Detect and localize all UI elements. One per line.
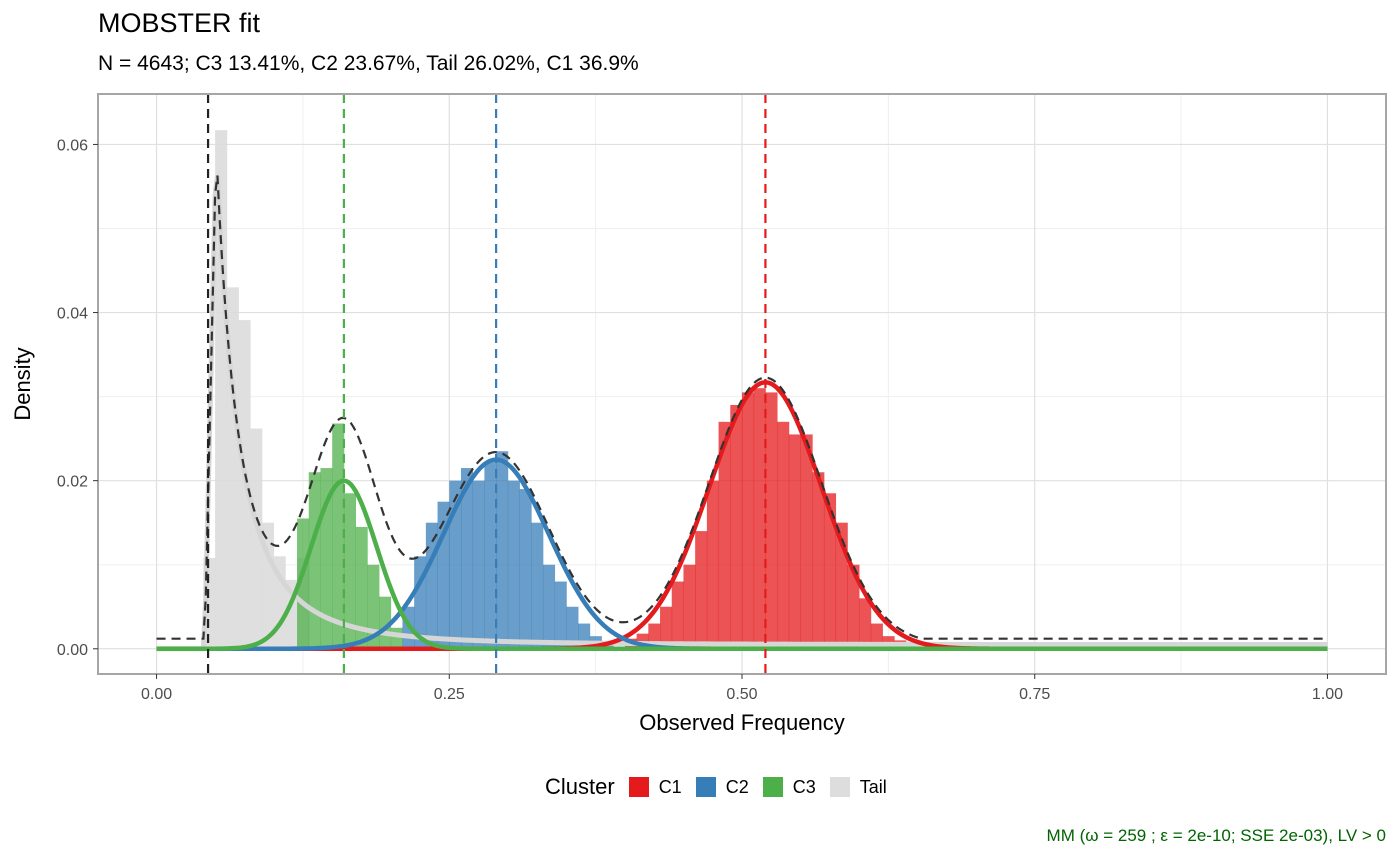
histogram-bar-c3: [367, 564, 380, 649]
histogram-bar-c3: [343, 493, 356, 649]
histogram-bar-c2: [507, 480, 520, 649]
histogram-bar-c3: [332, 423, 345, 649]
histogram-bar-c3: [390, 627, 403, 649]
chart-title: MOBSTER fit: [98, 8, 261, 38]
histogram-bar-c2: [519, 489, 532, 649]
histogram-bar-c2: [531, 522, 544, 649]
legend-label-tail: Tail: [859, 776, 887, 797]
legend: Cluster C1 C2 C3 Tail: [545, 774, 901, 800]
histogram-bar-c1: [812, 472, 825, 649]
histogram-bar-c1: [671, 581, 684, 649]
histogram-bar-c1: [695, 531, 708, 649]
histogram-bar-c3: [308, 472, 321, 649]
histogram-bar-c2: [449, 480, 462, 649]
caption: MM (ω = 259 ; ε = 2e-10; SSE 2e-03), LV …: [1046, 826, 1386, 845]
x-tick-label: 0.50: [726, 686, 757, 703]
density-curve-tail: [156, 175, 1328, 652]
legend-label-c1: C1: [658, 776, 682, 797]
histogram-bar-c1: [660, 606, 673, 649]
legend-label-c2: C2: [725, 776, 749, 797]
x-tick-label: 0.25: [434, 686, 465, 703]
histogram-bar-c2: [484, 462, 497, 649]
histogram-bar-c1: [847, 564, 860, 649]
legend-key-tail: [829, 777, 850, 797]
cluster-mean-lines: [206, 94, 767, 674]
histogram-bar-c2: [566, 606, 579, 649]
legend-title: Cluster: [545, 774, 615, 799]
chart-subtitle: N = 4643; C3 13.41%, C2 23.67%, Tail 26.…: [98, 52, 639, 75]
histogram-bar-c3: [297, 518, 310, 649]
y-tick-label: 0.06: [57, 137, 88, 154]
legend-key-c2: [695, 777, 716, 797]
x-axis-title: Observed Frequency: [639, 710, 844, 735]
histogram-bar-c1: [753, 388, 766, 649]
y-tick-label: 0.04: [57, 306, 88, 323]
histogram-bar-c1: [730, 405, 743, 649]
y-tick-label: 0.00: [57, 642, 88, 659]
legend-item-tail: Tail: [829, 776, 887, 798]
histogram-bar-c1: [800, 434, 813, 649]
y-tick-label: 0.02: [57, 474, 88, 491]
histogram-bar-c2: [425, 522, 438, 649]
histogram-bar-c1: [742, 392, 755, 649]
histogram-bar-c3: [355, 526, 368, 649]
axis-ticks: 0.00 0.25 0.50 0.75 1.00 0.00 0.02 0.04 0.06: [57, 137, 1343, 703]
density-curve-c3: [156, 478, 1328, 652]
histogram-bar-tail: [250, 428, 263, 649]
density-curve-mixture: [156, 175, 1328, 640]
histogram-bar-c1: [777, 421, 790, 649]
legend-item-c3: C3: [762, 776, 816, 798]
histogram-bar-c2: [496, 451, 509, 649]
histogram-bar-c2: [460, 468, 474, 649]
histogram-bar-c1: [683, 564, 696, 649]
histogram-bar-c2: [554, 581, 567, 649]
histogram-bar-c1: [765, 392, 778, 649]
histogram-bar-c2: [542, 564, 556, 649]
histogram-bar-c1: [823, 493, 837, 649]
histogram-bar-c2: [472, 480, 485, 649]
legend-key-c3: [762, 777, 783, 797]
histogram-bar-c1: [859, 598, 872, 649]
histogram-bar-c1: [788, 434, 801, 649]
legend-item-c2: C2: [695, 776, 749, 798]
density-curves: [156, 175, 1328, 652]
legend-key-c1: [628, 777, 649, 797]
y-axis-title: Density: [10, 347, 35, 420]
histogram-bar-c1: [718, 421, 731, 649]
x-tick-label: 1.00: [1312, 686, 1343, 703]
legend-label-c3: C3: [792, 776, 816, 797]
x-tick-label: 0.75: [1019, 686, 1050, 703]
histogram-bar-c1: [706, 480, 719, 649]
legend-item-c1: C1: [628, 776, 682, 798]
x-tick-label: 0.00: [141, 686, 172, 703]
